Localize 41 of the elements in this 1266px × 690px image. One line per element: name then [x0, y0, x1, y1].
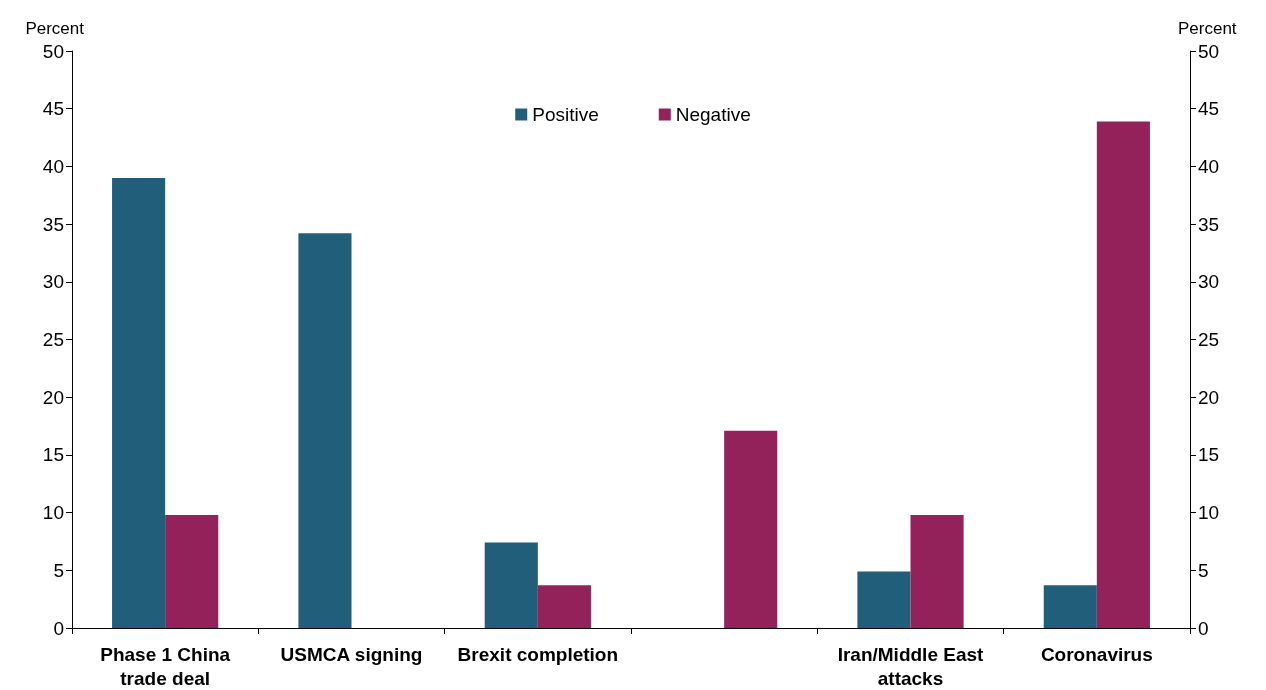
y-tick-label: 45	[42, 98, 64, 120]
y2-tick-label: 35	[1198, 213, 1220, 235]
legend-label: Positive	[532, 104, 599, 125]
y-tick-label: 0	[53, 617, 64, 639]
x-tick-label: USMCA signing	[280, 643, 423, 665]
y2-tick-label: 20	[1198, 386, 1220, 408]
bar	[857, 571, 911, 628]
bar	[298, 233, 352, 628]
y2-tick-label: 50	[1198, 40, 1220, 62]
y2-tick-label: 15	[1198, 444, 1220, 466]
x-tick-label: Coronavirus	[1040, 643, 1153, 665]
y2-tick-label: 5	[1198, 559, 1209, 581]
y-tick-label: 15	[42, 444, 64, 466]
bar	[112, 177, 166, 628]
y-tick-label: 25	[42, 329, 64, 350]
x-tick-label: Iran/Middle East attacks	[837, 643, 985, 689]
y2-tick-label: 45	[1198, 98, 1220, 120]
y2-tick-label: 10	[1198, 502, 1220, 524]
y-tick-label: 50	[42, 40, 64, 62]
y2-tick-label: 0	[1198, 617, 1209, 639]
bar	[724, 430, 778, 628]
y-tick-label: 35	[42, 213, 64, 235]
x-tick-label: Brexit completion	[457, 643, 619, 665]
bar	[1096, 121, 1150, 628]
y-tick-label: 20	[42, 386, 64, 408]
y2-tick-label: 30	[1198, 271, 1220, 293]
y-tick-label: 30	[42, 271, 64, 293]
y-tick-label: 10	[42, 502, 64, 524]
y-axis-title: Percent	[25, 19, 85, 38]
bar	[537, 585, 591, 628]
legend-label: Negative	[675, 104, 751, 125]
bar	[910, 514, 964, 628]
y-tick-label: 40	[42, 155, 64, 177]
bar	[165, 514, 219, 628]
y2-tick-label: 40	[1198, 155, 1220, 177]
bar	[1043, 585, 1097, 628]
x-tick-label: Phase 1 China trade deal	[100, 643, 231, 689]
bar	[484, 542, 538, 628]
y-tick-label: 5	[53, 559, 64, 581]
y2-axis-title: Percent	[1178, 19, 1237, 38]
y2-tick-label: 25	[1198, 329, 1220, 350]
